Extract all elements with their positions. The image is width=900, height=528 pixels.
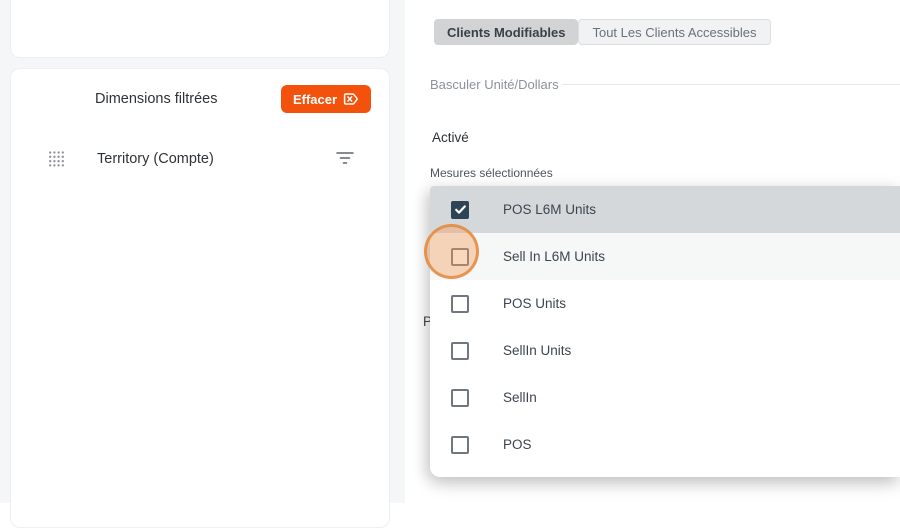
measure-option-row[interactable]: POS L6M Units [430, 186, 900, 233]
measure-checkbox[interactable] [451, 200, 469, 219]
section-divider [562, 84, 900, 85]
selected-measures-label: Mesures sélectionnées [430, 166, 553, 180]
measure-checkbox[interactable] [451, 435, 469, 454]
obscured-background-text: P [423, 314, 433, 329]
measures-dropdown: POS L6M Units Sell In L6M Units POS Unit… [430, 186, 900, 477]
drag-handle-icon[interactable] [48, 150, 65, 168]
measure-option-row[interactable]: POS [430, 421, 900, 468]
measure-option-label: POS Units [503, 296, 567, 311]
filter-item-territory: Territory (Compte) [97, 151, 214, 167]
measure-option-label: SellIn Units [503, 343, 572, 358]
measure-checkbox[interactable] [451, 294, 469, 313]
sidebar-top-card [10, 0, 390, 58]
measure-option-row[interactable]: Sell In L6M Units [430, 233, 900, 280]
filtered-dimensions-title: Dimensions filtrées [95, 91, 218, 107]
clear-filters-button[interactable]: Effacer [281, 85, 371, 113]
tab-label: Tout Les Clients Accessibles [592, 24, 757, 40]
filtered-dimensions-card [10, 68, 390, 528]
tab-label: Clients Modifiables [447, 24, 566, 40]
clear-filters-label: Effacer [292, 91, 338, 107]
click-highlight-annotation [424, 224, 479, 279]
measure-checkbox[interactable] [451, 388, 469, 407]
measure-option-label: POS [503, 437, 532, 452]
measure-option-label: POS L6M Units [503, 202, 597, 217]
clear-x-icon [342, 91, 359, 107]
measure-option-row[interactable]: SellIn Units [430, 327, 900, 374]
measure-option-label: Sell In L6M Units [503, 249, 606, 264]
filter-funnel-icon[interactable] [336, 151, 354, 165]
measure-option-row[interactable]: SellIn [430, 374, 900, 421]
section-title-basculer: Basculer Unité/Dollars [430, 77, 559, 92]
measure-option-label: SellIn [503, 390, 537, 405]
left-sidebar: Dimensions filtrées Effacer Territory (C… [0, 0, 405, 528]
measure-checkbox[interactable] [451, 341, 469, 360]
tab-clients-modifiables[interactable]: Clients Modifiables [434, 19, 579, 45]
tab-tout-les-clients-accessibles[interactable]: Tout Les Clients Accessibles [578, 19, 771, 45]
measure-option-row[interactable]: POS Units [430, 280, 900, 327]
toggle-state-label: Activé [432, 130, 469, 145]
clients-tab-group: Clients Modifiables Tout Les Clients Acc… [434, 19, 771, 45]
